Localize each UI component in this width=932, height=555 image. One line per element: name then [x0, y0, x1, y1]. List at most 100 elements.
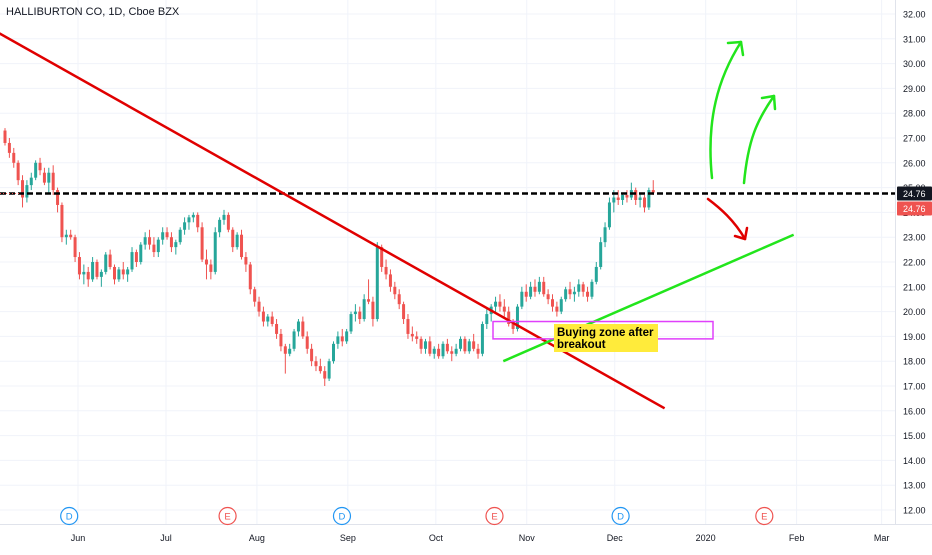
y-tick-label: 27.00 [903, 134, 926, 144]
candle-body [314, 361, 318, 367]
dividend-marker[interactable] [60, 506, 79, 526]
y-tick-label: 12.00 [903, 506, 926, 516]
candle-body [169, 237, 173, 248]
candle-body [104, 254, 108, 272]
candle-body [91, 262, 95, 280]
candle-body [82, 271, 86, 275]
candle-body [3, 130, 7, 143]
forecast-arrow-down[interactable] [706, 197, 747, 241]
candle-body [651, 190, 655, 193]
candle-body [77, 257, 81, 275]
candle-body [139, 244, 143, 262]
candle-body [310, 348, 314, 362]
y-tick-label: 28.00 [903, 109, 926, 119]
y-tick-label: 31.00 [903, 34, 926, 44]
y-tick-label: 32.00 [903, 10, 926, 20]
candle-body [625, 195, 629, 198]
dividend-marker[interactable] [611, 506, 630, 526]
candle-body [183, 222, 187, 230]
candle-body [332, 343, 335, 362]
candle-body [288, 348, 292, 354]
forecast-arrow-up-1[interactable] [709, 40, 743, 180]
candle-body [410, 333, 414, 337]
candle-body [257, 301, 261, 312]
candle-body [323, 371, 327, 379]
y-tick-label: 13.00 [903, 481, 926, 491]
candle-body [555, 306, 559, 312]
candle-body [415, 336, 419, 339]
y-tick-label: 19.00 [903, 332, 926, 342]
candle-body [99, 271, 103, 277]
candle-body [524, 291, 528, 297]
candle-body [231, 229, 235, 248]
candle-body [113, 266, 116, 280]
candle-body [568, 289, 572, 295]
candle-body [121, 269, 125, 275]
candle-body [485, 314, 489, 324]
candle-body [463, 338, 467, 352]
candle-body [642, 197, 646, 208]
candle-body [191, 214, 195, 218]
close-price-label: 24.76 [903, 204, 926, 214]
candle-body [419, 338, 423, 349]
candle-body [34, 162, 38, 178]
candle-body [283, 346, 287, 354]
candle-body [441, 343, 445, 357]
earnings-marker[interactable] [755, 506, 774, 526]
candle-body [537, 281, 541, 292]
earnings-marker[interactable] [218, 506, 237, 526]
candle-body [213, 232, 217, 272]
ascending-trendline[interactable] [502, 233, 795, 363]
descending-trendline[interactable] [0, 26, 666, 410]
forecast-arrow-up-2[interactable] [742, 94, 776, 185]
earnings-marker[interactable] [485, 506, 504, 526]
candle-body [507, 311, 511, 324]
candle-body [222, 214, 226, 220]
candle-body [494, 301, 498, 307]
candle-body [358, 311, 362, 320]
candle-body [480, 324, 484, 354]
candle-body [275, 324, 279, 334]
last-price-tag [897, 186, 932, 201]
candle-body [362, 299, 366, 320]
candle-body [638, 197, 642, 200]
candle-body [603, 227, 607, 243]
candle-body [178, 229, 182, 243]
candle-body [244, 257, 248, 265]
candle-body [450, 351, 454, 354]
candle-body [126, 269, 130, 275]
candle-body [279, 333, 283, 347]
candle-body [402, 304, 406, 320]
dividend-marker[interactable] [332, 506, 352, 526]
last-price-label: 24.76 [903, 189, 926, 199]
candle-body [21, 180, 25, 198]
candle-body [253, 289, 257, 302]
candle-body [454, 348, 458, 354]
x-tick-label: Feb [789, 533, 805, 543]
y-tick-label: 16.00 [903, 406, 926, 416]
candle-body [577, 284, 581, 292]
x-tick-label: Mar [874, 533, 890, 543]
price-tags: 24.76 24.76 [897, 186, 932, 216]
candle-body [542, 281, 546, 295]
buying-zone-label-bg [554, 324, 658, 352]
y-tick-label: 14.00 [903, 456, 926, 466]
candle-body [533, 286, 537, 292]
candle-body [498, 301, 502, 307]
x-tick-label: Nov [519, 533, 536, 543]
candle-body [38, 162, 42, 171]
candle-body [165, 232, 169, 238]
candle-body [196, 214, 200, 228]
candle-body [318, 366, 322, 372]
x-tick-label: Sep [340, 533, 356, 543]
candle-body [616, 197, 620, 200]
candle-body [156, 239, 160, 253]
candle-body [546, 294, 550, 300]
close-price-tag [897, 201, 932, 216]
y-tick-label: 18.00 [903, 357, 926, 367]
candle-body [397, 294, 401, 305]
